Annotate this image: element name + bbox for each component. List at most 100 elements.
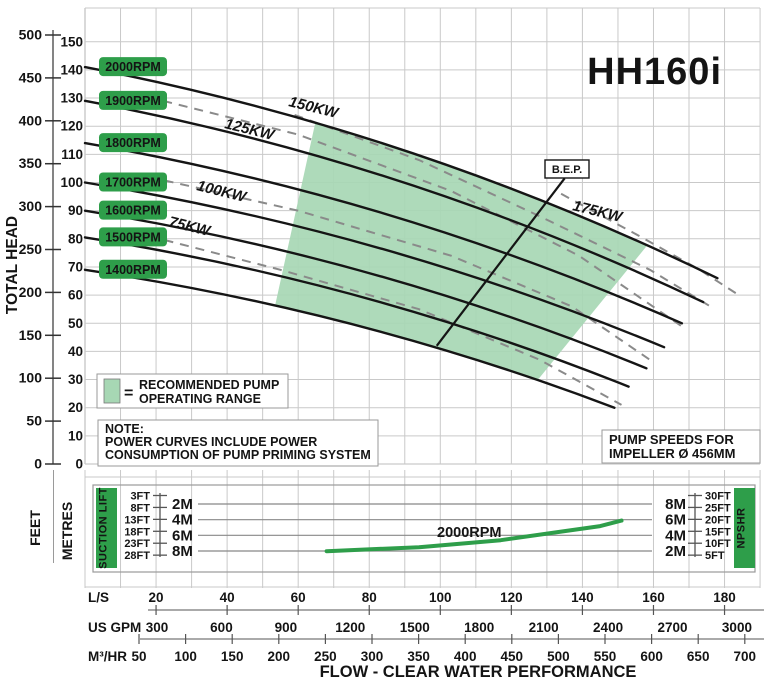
feet-tick-label: 500 (19, 27, 43, 43)
bep-label: B.E.P. (552, 164, 582, 176)
gpm-tick-label: 1800 (464, 620, 494, 635)
x-axis-rows: 20 40 60 80 100 120 140 160 180 300 600 900 1200 1500… (131, 590, 764, 664)
m3hr-tick-label: 50 (131, 649, 146, 664)
metre-tick-label: 10 (68, 428, 83, 443)
note-line-2: POWER CURVES INCLUDE POWER (105, 435, 317, 449)
rpm-curves (83, 65, 719, 409)
npshr-ft-label: 5FT (705, 550, 725, 562)
ls-tick-label: 60 (291, 590, 306, 605)
ls-tick-label: 80 (362, 590, 377, 605)
suction-lift-label: SUCTION LIFT (98, 487, 110, 569)
power-curve-label: 100KW (195, 177, 249, 206)
m3hr-tick-label: 700 (734, 649, 757, 664)
npsh-panel: SUCTION LIFT NPSHR 3FT8FT13FT18FT23FT28F… (92, 484, 756, 573)
m3hr-tick-label: 400 (454, 649, 477, 664)
ls-tick-label: 40 (220, 590, 235, 605)
feet-tick-label: 350 (19, 155, 43, 171)
feet-unit-label: FEET (27, 510, 43, 546)
m3hr-tick-label: 250 (314, 649, 337, 664)
rpm-badge (99, 259, 167, 279)
pump-speeds-box-group: PUMP SPEEDS FOR IMPELLER Ø 456MM (601, 429, 761, 464)
rpm-curve-1700rpm (83, 181, 666, 349)
ls-tick-label: 160 (642, 590, 665, 605)
gpm-tick-label: 2400 (593, 620, 623, 635)
rpm-badge-label: 1700RPM (105, 176, 161, 190)
npshr-ft-label: 30FT (705, 491, 731, 503)
rpm-badge (99, 200, 167, 220)
note-box-group: NOTE: POWER CURVES INCLUDE POWER CONSUMP… (97, 419, 379, 467)
operating-range (275, 122, 648, 380)
metre-tick-label: 130 (60, 91, 83, 106)
npshr-ft-label: 10FT (705, 538, 731, 550)
feet-tick-label: 0 (34, 456, 42, 472)
gpm-tick-label: 2100 (529, 620, 559, 635)
metre-tick-label: 40 (68, 344, 83, 359)
gpm-tick-label: 300 (146, 620, 169, 635)
feet-tick-label: 100 (19, 370, 43, 386)
metre-tick-label: 60 (68, 288, 83, 303)
npshr-label: NPSHR (736, 507, 748, 548)
npshr-ft-label: 15FT (705, 526, 731, 538)
unit-labels: FEET METRES (27, 470, 75, 563)
rpm-badge-label: 1600RPM (105, 204, 161, 218)
rpm-badge-label: 1400RPM (105, 263, 161, 277)
npshr-ft-label: 20FT (705, 514, 731, 526)
bottom-grid (84, 470, 761, 588)
ls-tick-label: 180 (713, 590, 736, 605)
m3hr-tick-label: 550 (594, 649, 617, 664)
rpm-curve-1900rpm (83, 99, 705, 304)
x-row-label-m3hr: M³/HR (88, 649, 127, 664)
legend-line-1: RECOMMENDED PUMP (139, 378, 279, 392)
legend-equals: = (124, 385, 133, 402)
legend-box (96, 373, 289, 409)
metre-tick-label: 140 (60, 62, 83, 77)
m3hr-tick-label: 350 (407, 649, 430, 664)
ls-tick-label: 120 (500, 590, 523, 605)
power-curve-100kw (148, 175, 651, 361)
metre-tick-label: 0 (75, 457, 83, 472)
chart-title: HH160i (587, 51, 722, 93)
power-curve-label: 125KW (223, 115, 277, 144)
suction-m-label: 6M (172, 527, 193, 544)
suction-m-label: 2M (172, 496, 193, 513)
m3hr-tick-label: 200 (268, 649, 291, 664)
pump-speeds-box (601, 429, 761, 464)
m3hr-tick-label: 450 (501, 649, 524, 664)
rpm-curve-2000rpm (83, 65, 719, 280)
npsh-curve-2000rpm (324, 518, 624, 554)
pump-speeds-line-1: PUMP SPEEDS FOR (609, 432, 734, 447)
metre-tick-label: 20 (68, 400, 83, 415)
ls-tick-label: 20 (149, 590, 164, 605)
m3hr-tick-label: 150 (221, 649, 244, 664)
m3hr-tick-label: 600 (640, 649, 663, 664)
legend-swatch (103, 378, 121, 404)
gpm-tick-label: 600 (210, 620, 233, 635)
metre-tick-label: 70 (68, 259, 83, 274)
bep-box (544, 159, 590, 179)
rpm-badge-label: 2000RPM (105, 60, 161, 74)
bep-box-group: B.E.P. (544, 159, 590, 179)
metre-tick-label: 80 (68, 231, 83, 246)
rpm-badge (99, 172, 167, 192)
power-curve-75kw (148, 235, 622, 406)
metre-tick-label: 110 (61, 147, 83, 162)
m3hr-tick-label: 300 (361, 649, 384, 664)
legend-box-group: = RECOMMENDED PUMP OPERATING RANGE (96, 373, 289, 409)
suction-ft-label: 3FT (130, 491, 150, 503)
feet-tick-label: 450 (19, 69, 43, 85)
npsh-curve-label: 2000RPM (437, 525, 501, 541)
rpm-badge (99, 227, 167, 247)
rpm-badge (99, 57, 167, 77)
suction-ft-label: 23FT (124, 538, 150, 550)
rpm-badge-label: 1900RPM (105, 94, 161, 108)
feet-tick-label: 150 (19, 327, 43, 343)
operating-range-region (275, 122, 648, 380)
metre-tick-label: 150 (60, 34, 83, 49)
note-line-1: NOTE: (105, 422, 144, 436)
npshr-badge (734, 488, 755, 568)
npsh-scales: 3FT8FT13FT18FT23FT28FT2M4M6M8M30FT25FT20… (124, 491, 731, 563)
feet-tick-label: 50 (26, 413, 42, 429)
